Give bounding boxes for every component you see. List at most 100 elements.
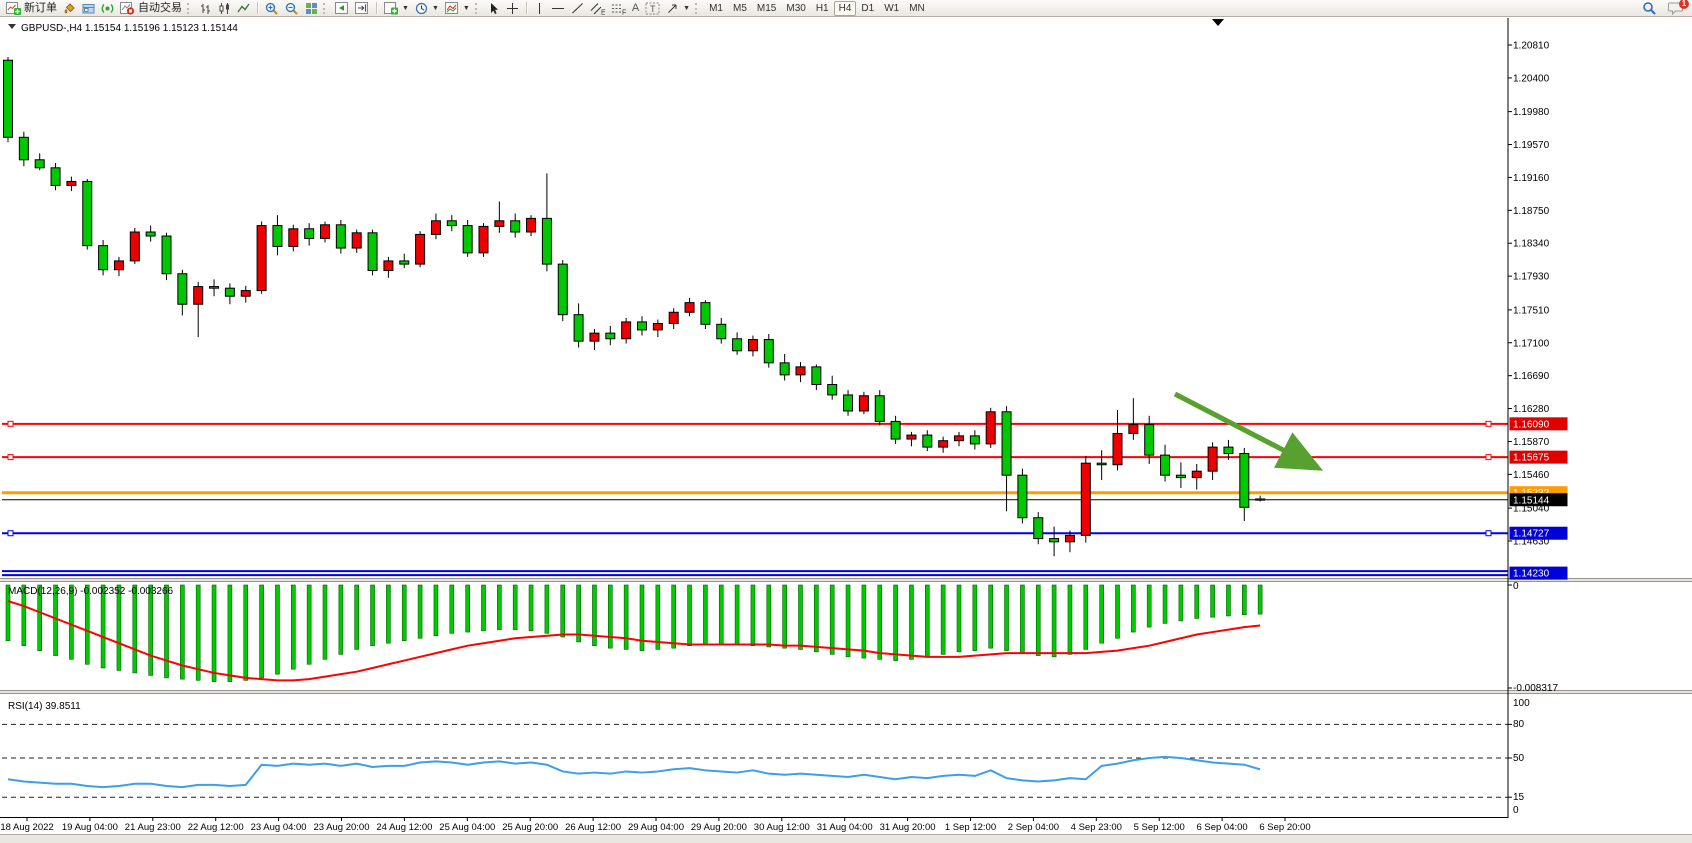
bar-chart-icon: [199, 2, 212, 15]
macd-histogram-bar: [1115, 584, 1120, 639]
trend-arrow-object[interactable]: [1173, 391, 1324, 471]
indicators-button[interactable]: ▼: [381, 1, 412, 16]
templates-button[interactable]: ▼: [442, 1, 473, 16]
candle-body: [177, 273, 188, 305]
fibonacci-tool[interactable]: F: [608, 1, 629, 16]
level-handle[interactable]: [1485, 530, 1492, 537]
time-axis-label: 21 Aug 23:00: [125, 822, 181, 833]
macd-histogram-bar: [1257, 584, 1263, 615]
rsi-axis-label: 80: [1513, 719, 1525, 730]
macd-histogram-bar: [734, 584, 740, 645]
macd-histogram-bar: [148, 584, 153, 676]
candle-body: [1175, 474, 1186, 479]
macd-histogram-bar: [877, 584, 883, 660]
signals-button[interactable]: [98, 1, 117, 16]
candle-chart-button[interactable]: [215, 1, 234, 16]
trendline-tool[interactable]: [568, 1, 587, 16]
candle-body: [526, 217, 537, 233]
macd-histogram-bar: [370, 584, 375, 646]
symbol-dropdown-icon[interactable]: [8, 24, 16, 29]
candle-body: [557, 263, 568, 316]
timeframe-h1[interactable]: H1: [815, 2, 829, 14]
level-handle[interactable]: [7, 420, 14, 427]
price-tick-label: 1.15040: [1513, 504, 1550, 515]
timeframe-mn[interactable]: MN: [909, 2, 925, 14]
candle-body: [589, 332, 600, 342]
timeframe-m15[interactable]: M15: [756, 2, 777, 14]
text-label-tool[interactable]: T: [642, 1, 663, 16]
channel-tool[interactable]: E: [587, 1, 608, 16]
cursor-tool-button[interactable]: [484, 1, 503, 16]
macd-histogram-bar: [1178, 584, 1184, 622]
periods-button[interactable]: ▼: [412, 1, 442, 16]
zoom-out-button[interactable]: [282, 1, 302, 16]
new-order-label: 新订单: [24, 1, 57, 14]
candle-body: [843, 394, 854, 412]
macd-histogram-bar: [1035, 584, 1041, 656]
time-axis-label: 29 Aug 04:00: [628, 822, 684, 833]
candle-body: [304, 228, 315, 239]
candle-body: [193, 286, 204, 305]
symbol-ohlc-line: GBPUSD-,H4 1.15154 1.15196 1.15123 1.151…: [21, 23, 238, 34]
horizontal-line-tool[interactable]: [548, 1, 568, 16]
toolbar-right: 1: [1642, 0, 1689, 15]
macd-histogram-bar: [132, 584, 138, 674]
timeframe-m1[interactable]: M1: [709, 2, 723, 14]
level-handle[interactable]: [1485, 420, 1492, 427]
candle-body: [890, 420, 901, 440]
profiles-button[interactable]: [79, 1, 98, 16]
candle-body: [145, 231, 156, 237]
time-axis-label: 25 Aug 04:00: [439, 822, 495, 833]
level-handle[interactable]: [1485, 454, 1492, 461]
macd-histogram-bar: [195, 584, 201, 681]
candle-body: [240, 290, 251, 297]
vertical-line-tool[interactable]: [531, 1, 548, 16]
macd-histogram-bar: [37, 584, 43, 651]
search-icon[interactable]: [1642, 1, 1656, 15]
arrows-tool[interactable]: ▼: [663, 1, 693, 16]
level-handle[interactable]: [7, 454, 14, 461]
candle-body: [320, 224, 330, 239]
macd-histogram-bar: [893, 584, 898, 661]
tile-windows-button[interactable]: [302, 1, 321, 16]
arrows-tool-icon: [666, 2, 679, 15]
auto-trading-button[interactable]: 自动交易: [117, 1, 185, 16]
chat-button[interactable]: 1: [1668, 0, 1689, 15]
candle-body: [351, 232, 362, 249]
auto-scroll-button[interactable]: [332, 1, 352, 16]
macd-histogram-bar: [845, 584, 851, 658]
timeframe-h4[interactable]: H4: [833, 0, 857, 16]
timeframe-d1[interactable]: D1: [861, 2, 875, 14]
timeframe-w1[interactable]: W1: [884, 2, 900, 14]
chart-canvas[interactable]: 1.20810 1.20400 1.19980 1.19570 1.19160 1.187…: [0, 17, 1692, 834]
macd-axis-label: 0: [1513, 581, 1519, 592]
pane-separator[interactable]: [0, 578, 1692, 582]
macd-histogram-bar: [259, 584, 264, 679]
text-label-icon: T: [645, 2, 660, 15]
zoom-in-button[interactable]: [262, 1, 282, 16]
chart-shift-button[interactable]: [352, 1, 372, 16]
text-tool[interactable]: A: [629, 1, 642, 16]
pane-separator[interactable]: [0, 690, 1692, 694]
rsi-axis-label: 100: [1513, 698, 1530, 709]
line-chart-button[interactable]: [234, 1, 253, 16]
candle-body: [938, 440, 949, 448]
level-price-text: 1.15144: [1513, 495, 1550, 506]
macd-histogram-bar: [671, 584, 677, 649]
candle-body: [399, 260, 410, 265]
macd-histogram-bar: [354, 584, 360, 650]
level-handle[interactable]: [7, 530, 14, 537]
macd-axis-label: -0.008317: [1513, 683, 1558, 694]
styles-button[interactable]: [60, 1, 79, 16]
timeframe-m30[interactable]: M30: [786, 2, 806, 14]
timeframe-m5[interactable]: M5: [733, 2, 747, 14]
new-order-button[interactable]: 新订单: [3, 1, 60, 16]
crosshair-tool-button[interactable]: [503, 1, 522, 16]
bar-chart-button[interactable]: [196, 1, 215, 16]
macd-histogram-bar: [401, 584, 407, 642]
price-tick-label: 1.18750: [1513, 206, 1550, 217]
macd-histogram-bar: [814, 584, 819, 653]
macd-histogram-bar: [322, 584, 328, 660]
macd-histogram-bar: [909, 584, 914, 660]
level-price-text: 1.15675: [1513, 453, 1550, 464]
